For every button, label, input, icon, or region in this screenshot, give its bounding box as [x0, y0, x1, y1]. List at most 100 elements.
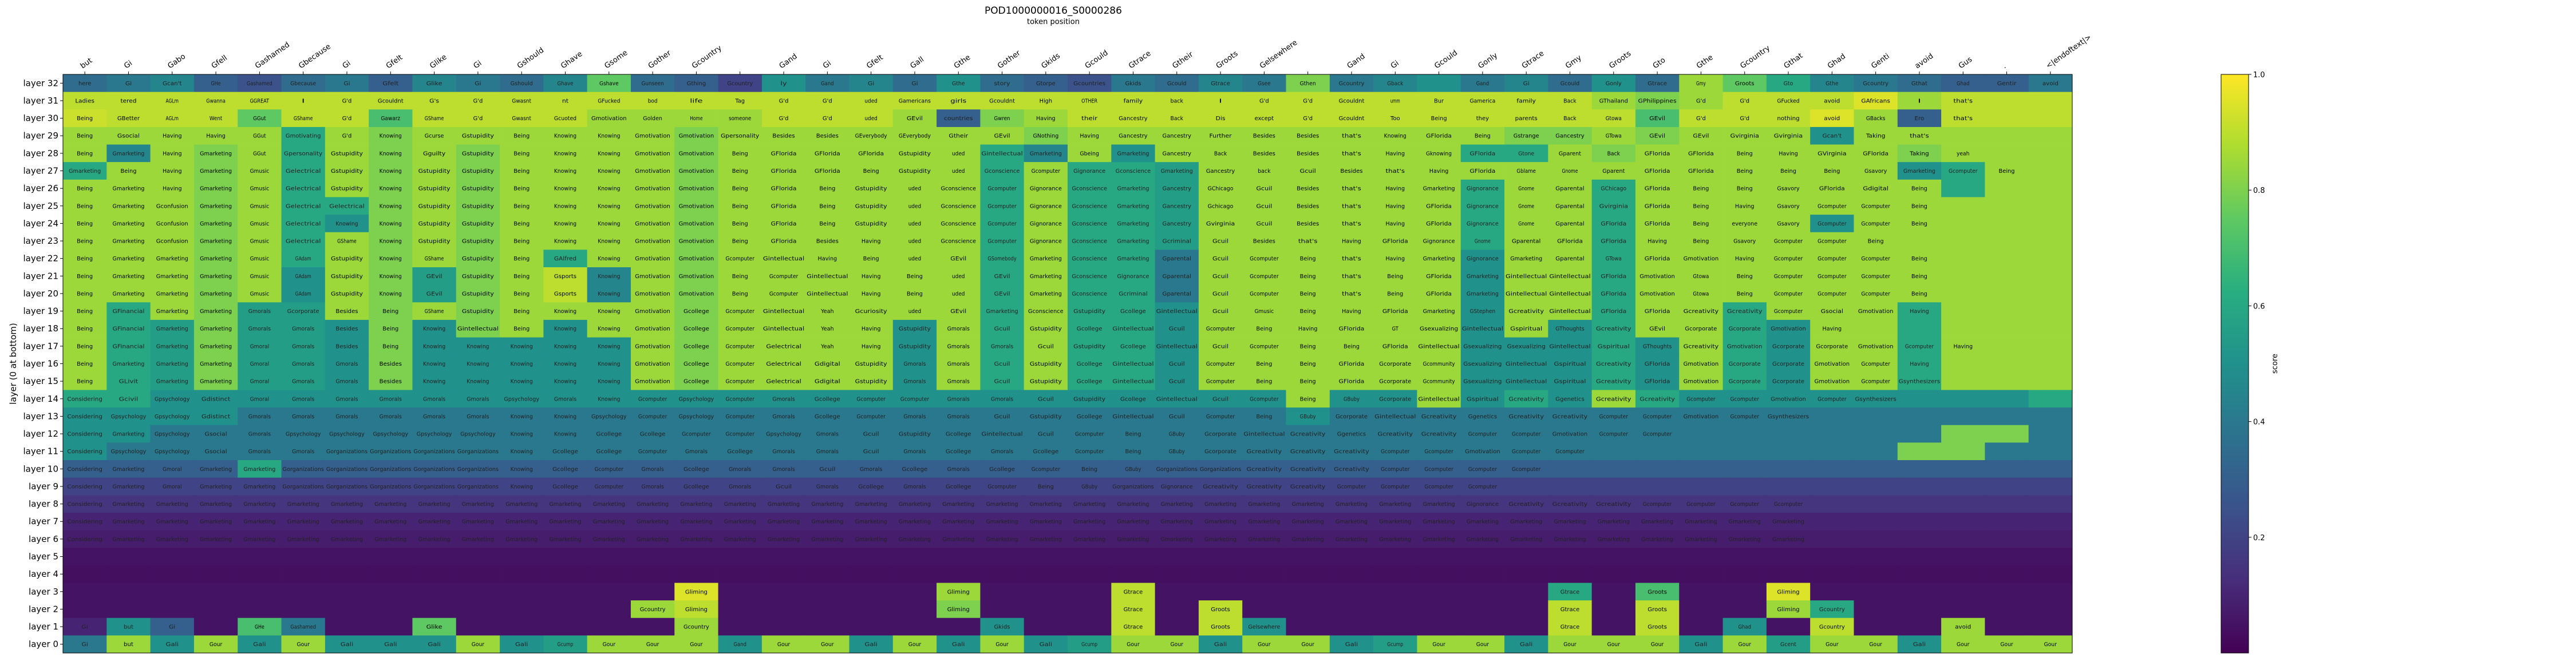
heatmap-cell	[1504, 530, 1548, 548]
heatmap-cell	[1985, 548, 2029, 566]
cell-label: GEvil	[994, 291, 1010, 297]
cell-label: Gmarketing	[1336, 519, 1368, 525]
heatmap-cell	[1329, 512, 1374, 531]
heatmap-cell	[1504, 319, 1548, 338]
plot-frame	[62, 74, 2073, 654]
heatmap-cell	[1766, 477, 1811, 496]
cell-label: Gcorporate	[1772, 343, 1804, 350]
heatmap-cell	[1591, 109, 1636, 128]
cell-label: Being	[77, 203, 93, 209]
heatmap-cell	[1810, 635, 1854, 654]
cell-label: Gstupidity	[462, 274, 494, 280]
heatmap-cell	[674, 618, 718, 636]
heatmap-cell	[1504, 284, 1548, 303]
heatmap-cell	[805, 635, 850, 654]
cell-label: Being	[1300, 396, 1316, 402]
heatmap-cell	[193, 267, 238, 286]
heatmap-cell	[674, 74, 718, 93]
cell-label: Being	[513, 203, 530, 209]
heatmap-cell	[980, 390, 1025, 408]
heatmap-cell	[543, 355, 588, 373]
heatmap-cell	[1854, 530, 1898, 548]
heatmap-cell	[1766, 109, 1811, 128]
heatmap-cell	[805, 144, 850, 163]
heatmap-cell	[106, 284, 151, 303]
heatmap-cell	[193, 319, 238, 338]
heatmap-cell	[456, 179, 500, 197]
heatmap-cell	[1504, 250, 1548, 268]
heatmap-cell	[1111, 407, 1156, 426]
heatmap-cell	[1373, 179, 1417, 197]
cell-label: Gcouldnt	[989, 98, 1015, 104]
heatmap-cell	[500, 495, 544, 513]
heatmap-cell	[805, 512, 850, 531]
cell-label: Gcreativity	[1508, 308, 1544, 315]
heatmap-cell	[587, 512, 631, 531]
cell-label: Gmusic	[250, 221, 270, 227]
heatmap-cell	[849, 635, 894, 654]
heatmap-cell	[63, 530, 107, 548]
heatmap-cell	[543, 144, 588, 163]
cell-label: Gcountry	[1819, 624, 1845, 631]
heatmap-cell	[1810, 442, 1854, 461]
cell-label: Being	[1911, 256, 1927, 262]
cell-label: Gconfusion	[156, 203, 188, 209]
heatmap-cell	[937, 355, 981, 373]
heatmap-cell	[106, 355, 151, 373]
heatmap-cell	[1722, 302, 1767, 320]
heatmap-cell	[761, 179, 806, 197]
heatmap-cell	[1155, 635, 1199, 654]
cell-label: GFlorida	[1426, 274, 1452, 280]
heatmap-cell	[1679, 267, 1723, 286]
heatmap-cell	[1722, 442, 1767, 461]
heatmap-cell	[718, 460, 762, 478]
cell-label: Gspiritual	[1554, 379, 1586, 385]
heatmap-cell	[150, 215, 195, 233]
heatmap-cell	[1417, 337, 1461, 355]
heatmap-cell	[587, 635, 631, 654]
heatmap-cell	[1373, 284, 1417, 303]
heatmap-cell	[674, 126, 718, 145]
heatmap-cell	[1635, 144, 1680, 163]
heatmap-cell	[1198, 477, 1243, 496]
heatmap-cell	[412, 109, 457, 128]
cell-label: Gcreativity	[1508, 414, 1544, 420]
heatmap-cell	[805, 407, 850, 426]
cell-label: Gconfusion	[156, 239, 188, 245]
heatmap-cell	[1329, 144, 1374, 163]
heatmap-cell	[1766, 250, 1811, 268]
cell-label: Knowing	[554, 432, 576, 438]
heatmap-cell	[193, 635, 238, 654]
cell-label: Gmarketing	[1510, 536, 1542, 543]
heatmap-cell	[543, 319, 588, 338]
heatmap-cell	[412, 407, 457, 426]
heatmap-cell	[892, 407, 937, 426]
heatmap-cell	[1985, 635, 2029, 654]
heatmap-cell	[281, 372, 326, 390]
heatmap-cell	[718, 109, 762, 128]
heatmap-cell	[761, 618, 806, 636]
heatmap-cell	[1941, 302, 1985, 320]
cell-label: Gcreativity	[1290, 466, 1326, 473]
colorbar-tick-label: 1.0	[2253, 71, 2265, 80]
cell-label: Gintellectual	[1112, 361, 1153, 367]
heatmap-cell	[1810, 302, 1854, 320]
column-label: <|endoftext|>	[2045, 33, 2093, 71]
heatmap-cell	[630, 635, 675, 654]
heatmap-cell	[1024, 250, 1068, 268]
cell-label: Gmorals	[903, 361, 926, 367]
cell-label: Gstupidity	[462, 221, 494, 227]
heatmap-cell	[456, 92, 500, 110]
heatmap-cell	[718, 495, 762, 513]
heatmap-cell	[106, 425, 151, 443]
cell-label: Gignorance	[1467, 256, 1499, 262]
cell-label: that's	[1342, 274, 1361, 280]
cell-label: Ladies	[75, 98, 94, 104]
heatmap-cell	[1242, 267, 1286, 286]
heatmap-cell	[937, 512, 981, 531]
cell-label: Gtone	[1518, 151, 1534, 157]
cell-label: Having	[163, 151, 182, 157]
cell-label: Gcuriosity	[855, 308, 887, 315]
heatmap-cell	[63, 215, 107, 233]
cell-label: Gstupidity	[1030, 326, 1062, 333]
